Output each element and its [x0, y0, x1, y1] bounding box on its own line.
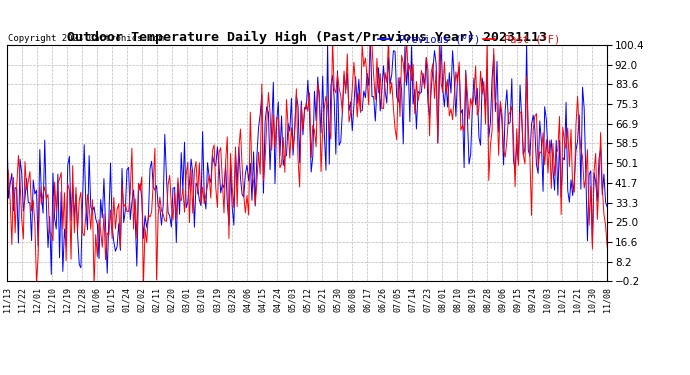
Past (°F)	[106, 208, 115, 212]
Past (°F)	[3, 163, 11, 168]
Past (°F)	[603, 245, 611, 249]
Past (°F)	[417, 68, 426, 73]
Past (°F)	[128, 146, 136, 150]
Legend: Previous (°F), Past (°F): Previous (°F), Past (°F)	[377, 35, 560, 45]
Previous (°F)	[47, 272, 55, 277]
Past (°F)	[90, 283, 98, 288]
Previous (°F)	[603, 205, 611, 209]
Previous (°F)	[328, 74, 337, 78]
Previous (°F)	[417, 90, 426, 94]
Previous (°F)	[366, 37, 375, 41]
Title: Outdoor Temperature Daily High (Past/Previous Year) 20231113: Outdoor Temperature Daily High (Past/Pre…	[67, 31, 547, 44]
Previous (°F)	[3, 129, 11, 134]
Previous (°F)	[128, 200, 136, 205]
Previous (°F)	[63, 163, 72, 167]
Past (°F)	[62, 258, 70, 263]
Line: Previous (°F): Previous (°F)	[7, 39, 607, 274]
Past (°F)	[330, 87, 338, 91]
Text: Copyright 2023 Cartronics.com: Copyright 2023 Cartronics.com	[8, 34, 164, 43]
Line: Past (°F): Past (°F)	[7, 39, 607, 285]
Past (°F)	[328, 37, 337, 41]
Previous (°F)	[106, 161, 115, 165]
Past (°F)	[450, 93, 458, 97]
Previous (°F)	[450, 76, 458, 81]
